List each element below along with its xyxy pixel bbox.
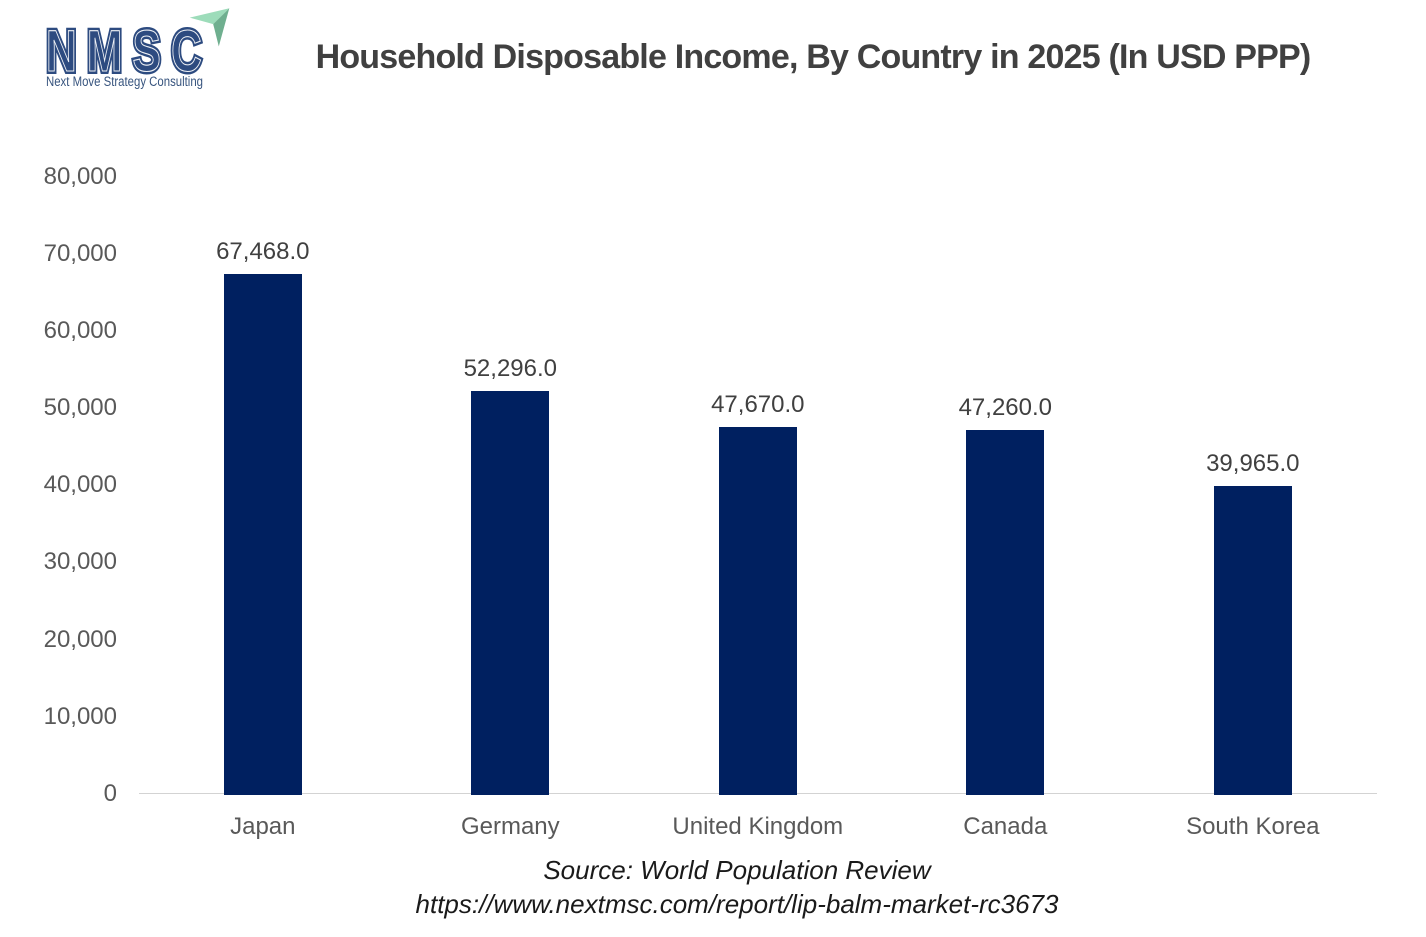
svg-text:Next Move Strategy Consulting: Next Move Strategy Consulting [46,74,203,89]
svg-text:NMSC: NMSC [46,19,212,84]
svg-text:NMSC: NMSC [46,19,212,84]
